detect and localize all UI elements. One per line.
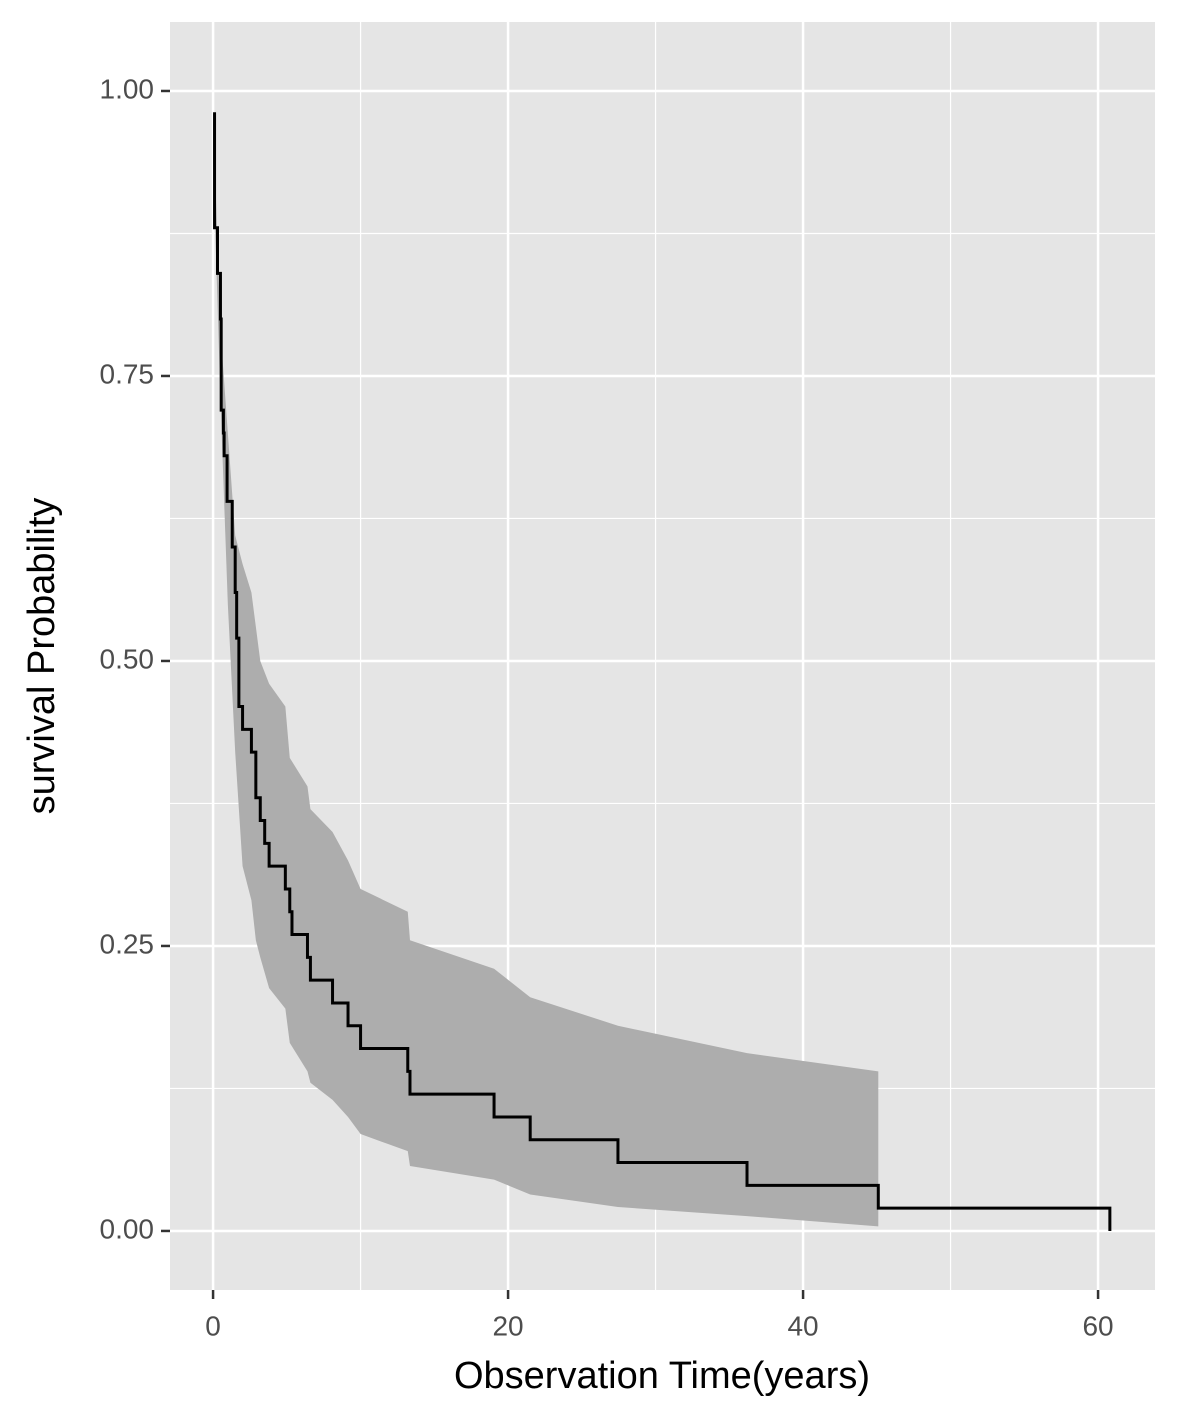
x-axis-title: Observation Time(years) <box>454 1355 870 1397</box>
y-axis-title: survival Probability <box>21 498 63 815</box>
plot-layer <box>170 22 1155 1290</box>
y-tick-label: 0.75 <box>100 358 155 389</box>
x-tick-label: 40 <box>787 1310 818 1341</box>
x-tick-label: 20 <box>492 1310 523 1341</box>
y-tick-label: 1.00 <box>100 73 155 104</box>
x-tick-label: 0 <box>205 1310 221 1341</box>
y-tick-label: 0.00 <box>100 1213 155 1244</box>
y-tick-label: 0.50 <box>100 643 155 674</box>
confidence-band <box>213 113 879 1227</box>
survival-curve <box>213 112 1112 1231</box>
y-tick-label: 0.25 <box>100 928 155 959</box>
x-tick-label: 60 <box>1082 1310 1113 1341</box>
